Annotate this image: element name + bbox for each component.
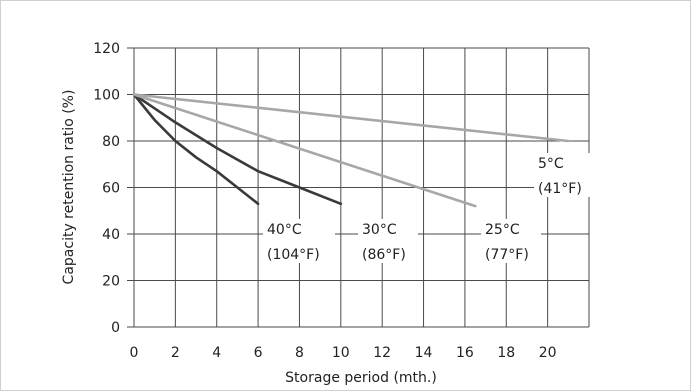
series-line-3 [132,93,570,143]
y-tick-label: 120 [93,41,120,57]
series-lines [132,93,570,208]
y-axis-title: Capacity retention ratio (%) [61,90,77,285]
x-tick-label: 6 [254,345,263,361]
series-label-line1: 40°C [267,222,302,238]
y-tick-label: 40 [102,227,120,243]
grid [127,47,590,328]
annotation-backing [481,219,541,263]
series-label-line1: 30°C [362,222,397,238]
x-axis-title: Storage period (mth.) [285,370,437,386]
series-label-line2: (77°F) [485,247,529,263]
series-label-line2: (86°F) [362,247,406,263]
y-tick-label: 60 [102,181,120,197]
x-tick-label: 16 [456,345,474,361]
series-line-0 [132,93,260,206]
x-tick-label: 0 [130,345,139,361]
x-tick-label: 4 [212,345,221,361]
x-tick-label: 8 [295,345,304,361]
series-annotations: 40°C (104°F) 30°C (86°F) 25°C (77°F) 5°C (41°F) [263,153,596,263]
annotation-backing [534,153,596,197]
x-tick-label: 14 [415,345,433,361]
x-tick-label: 12 [373,345,391,361]
y-tick-label: 0 [111,320,120,336]
series-line-1 [132,93,343,206]
y-tick-label: 100 [93,88,120,104]
series-line-2 [132,93,477,208]
y-tick-label: 20 [102,274,120,290]
series-label-line1: 25°C [485,222,520,238]
series-label-line2: (41°F) [538,181,582,197]
tick-labels: 0 2 4 6 8 10 12 14 16 18 20 0 20 40 60 80 100 120 [93,41,556,361]
x-tick-label: 18 [497,345,515,361]
x-tick-label: 2 [171,345,180,361]
series-label-line1: 5°C [538,156,564,172]
annotation-backing [358,219,418,263]
y-tick-label: 80 [102,134,120,150]
x-tick-label: 20 [539,345,557,361]
x-tick-label: 10 [332,345,350,361]
annotation-backing [263,219,335,263]
series-label-line2: (104°F) [267,247,320,263]
